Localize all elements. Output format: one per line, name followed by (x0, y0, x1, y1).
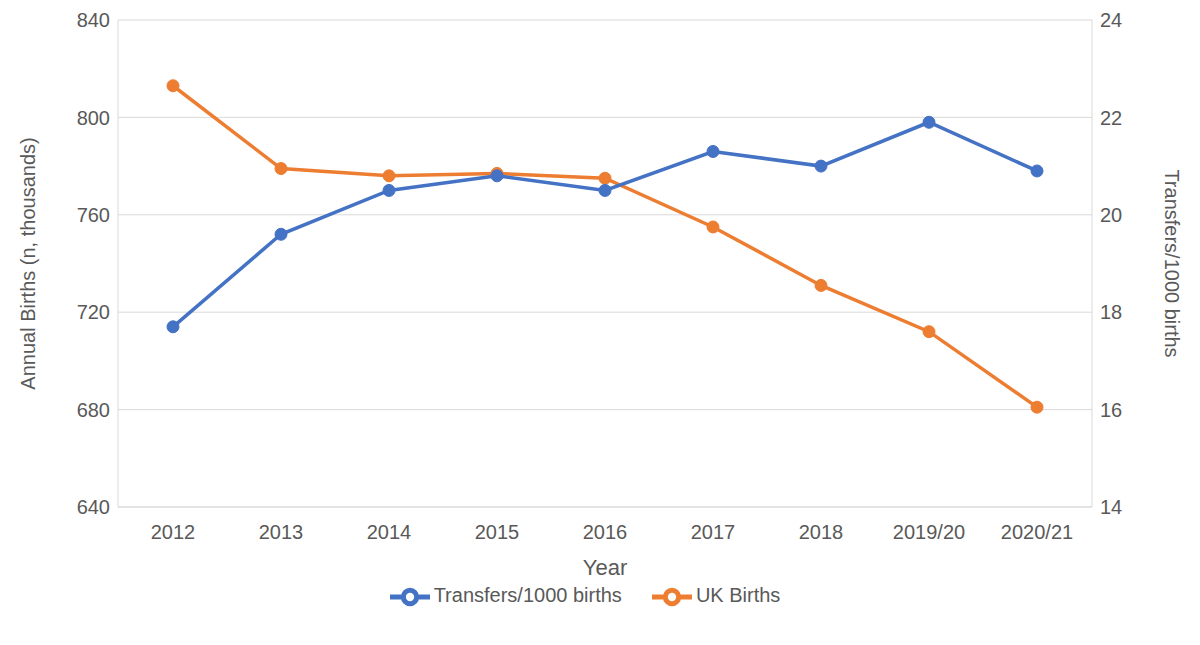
svg-text:Annual Births (n, thousands): Annual Births (n, thousands) (17, 137, 39, 389)
svg-text:Year: Year (583, 555, 627, 580)
svg-text:18: 18 (1100, 301, 1122, 323)
svg-text:800: 800 (77, 107, 110, 129)
svg-text:2020/21: 2020/21 (1001, 521, 1073, 543)
svg-text:680: 680 (77, 399, 110, 421)
svg-text:22: 22 (1100, 107, 1122, 129)
svg-text:2018: 2018 (799, 521, 844, 543)
html-text:UK Births: UK Births (695, 584, 781, 607)
svg-text:2012: 2012 (151, 521, 196, 543)
svg-text:2019/20: 2019/20 (893, 521, 965, 543)
svg-text:20: 20 (1100, 204, 1122, 226)
svg-text:16: 16 (1100, 399, 1122, 421)
svg-text:2014: 2014 (367, 521, 412, 543)
svg-text:760: 760 (77, 204, 110, 226)
svg-text:2013: 2013 (259, 521, 304, 543)
html-text:Transfers/1000 births: Transfers/1000 births (433, 584, 622, 607)
svg-text:640: 640 (77, 496, 110, 518)
svg-text:24: 24 (1100, 9, 1122, 31)
svg-text:14: 14 (1100, 496, 1122, 518)
svg-text:Transfers/1000 births: Transfers/1000 births (1161, 169, 1183, 357)
svg-text:2017: 2017 (691, 521, 736, 543)
svg-text:840: 840 (77, 9, 110, 31)
svg-text:2016: 2016 (583, 521, 628, 543)
svg-text:2015: 2015 (475, 521, 520, 543)
svg-text:720: 720 (77, 301, 110, 323)
